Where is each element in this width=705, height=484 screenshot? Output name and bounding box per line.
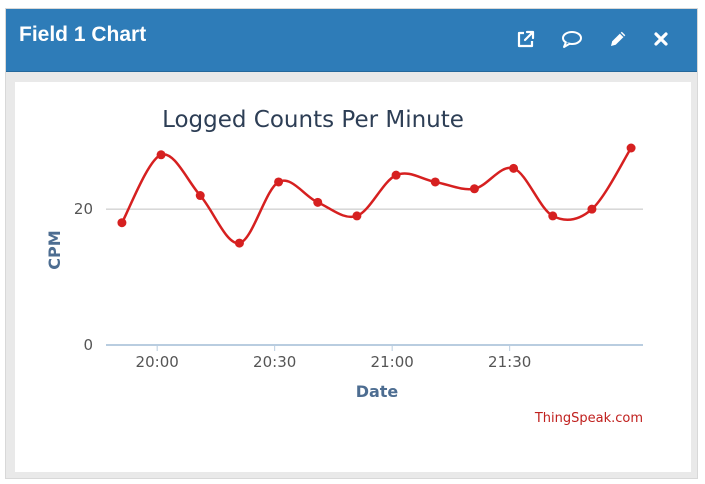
data-point[interactable] bbox=[430, 177, 440, 187]
data-point[interactable] bbox=[195, 191, 205, 201]
pencil-icon bbox=[608, 29, 628, 49]
chart-panel: Logged Counts Per Minute 0 20 20:00 20:30 2… bbox=[15, 82, 691, 472]
close-icon bbox=[653, 31, 669, 47]
data-point[interactable] bbox=[469, 184, 479, 194]
y-tick-label: 0 bbox=[83, 336, 93, 354]
external-link-icon bbox=[516, 29, 536, 49]
data-point[interactable] bbox=[117, 218, 127, 228]
edit-button[interactable] bbox=[605, 26, 631, 52]
x-tick-label: 21:00 bbox=[371, 353, 414, 371]
data-point[interactable] bbox=[234, 238, 244, 248]
data-point[interactable] bbox=[313, 197, 323, 207]
data-point[interactable] bbox=[156, 150, 166, 160]
data-point[interactable] bbox=[391, 170, 401, 180]
data-point[interactable] bbox=[626, 143, 636, 153]
chart-title: Logged Counts Per Minute bbox=[162, 107, 464, 133]
chart-widget: Field 1 Chart bbox=[5, 8, 698, 479]
data-point[interactable] bbox=[274, 177, 284, 187]
widget-title: Field 1 Chart bbox=[19, 23, 147, 46]
comment-button[interactable] bbox=[559, 26, 585, 52]
thingspeak-credit[interactable]: ThingSpeak.com bbox=[534, 411, 643, 426]
y-axis-title: CPM bbox=[45, 230, 64, 269]
x-tick-label: 20:30 bbox=[253, 353, 296, 371]
widget-header: Field 1 Chart bbox=[6, 9, 697, 72]
data-point[interactable] bbox=[587, 204, 597, 214]
open-external-button[interactable] bbox=[513, 26, 539, 52]
x-tick-label: 21:30 bbox=[488, 353, 531, 371]
data-point[interactable] bbox=[548, 211, 558, 221]
data-point[interactable] bbox=[352, 211, 362, 221]
x-tick-label: 20:00 bbox=[136, 353, 179, 371]
data-point[interactable] bbox=[509, 163, 519, 173]
x-axis-title: Date bbox=[356, 382, 399, 401]
comment-icon bbox=[561, 29, 583, 49]
close-button[interactable] bbox=[648, 26, 674, 52]
line-chart: Logged Counts Per Minute 0 20 20:00 20:30 2… bbox=[45, 107, 643, 426]
y-tick-label: 20 bbox=[74, 200, 93, 218]
